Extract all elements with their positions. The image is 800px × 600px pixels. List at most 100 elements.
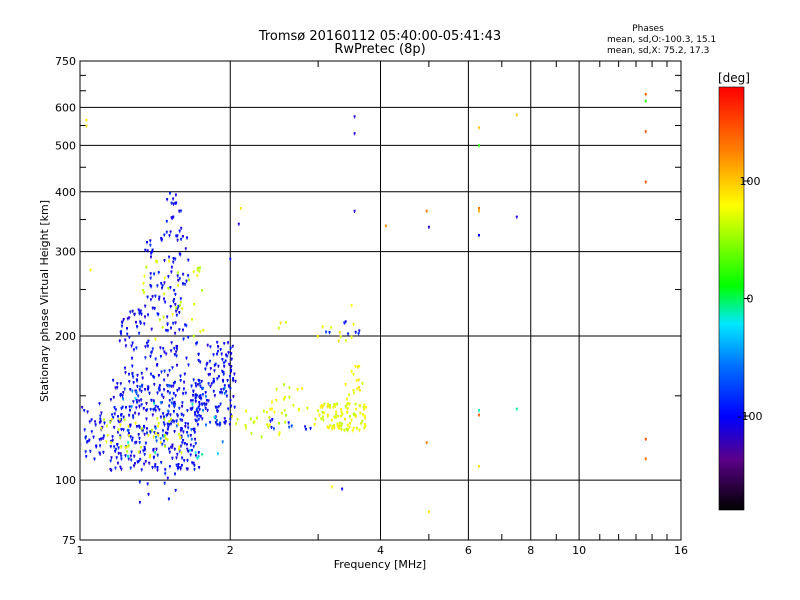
data-point-tail [146,410,148,412]
data-point-tail [310,428,312,431]
data-point-tail [177,273,179,275]
data-point [425,441,428,444]
data-point-tail [198,381,200,383]
data-point-tail [362,415,364,417]
data-point [322,418,325,421]
data-point-tail [174,432,176,434]
data-point [147,433,150,436]
data-point-tail [144,317,146,319]
data-point-tail [187,428,189,430]
data-point [122,391,125,393]
data-point [212,353,215,356]
data-point-tail [186,281,187,283]
data-point [150,398,153,401]
data-point-tail [322,327,324,329]
data-point [363,423,366,425]
data-point-tail [261,437,263,439]
data-point-tail [230,367,232,369]
data-point-tail [152,410,154,412]
data-point [153,431,156,434]
data-point-tail [223,344,225,346]
data-point-tail [164,483,166,485]
data-point [271,418,274,420]
data-point [126,445,129,448]
data-point-tail [178,434,180,436]
x-axis-label: Frequency [MHz] [334,558,426,571]
data-point-tail [136,403,138,405]
phases-x-stats: mean, sd,X: 75.2, 17.3 [607,46,709,56]
data-point-tail [269,425,271,427]
data-point [121,320,124,323]
data-point [167,275,170,278]
data-point-tail [329,426,331,428]
data-point-tail [267,427,269,429]
data-point [132,400,135,403]
data-point [98,402,101,405]
data-point [187,363,190,366]
data-point-tail [147,390,149,392]
data-point-tail [180,239,182,241]
data-point-tail [164,447,166,449]
data-point [229,399,232,402]
data-point-tail [214,396,216,398]
data-point [321,411,324,413]
data-point [146,249,149,252]
data-point [179,379,182,381]
data-point [213,380,215,383]
data-point [176,363,178,366]
data-point [139,385,142,388]
data-point-tail [175,203,177,205]
data-point [336,402,339,405]
data-point-tail [208,401,210,403]
data-point [159,401,162,404]
data-point-tail [271,420,273,422]
data-point-tail [340,337,342,339]
data-point-tail [221,360,223,362]
data-point [137,433,140,435]
data-point [245,409,248,412]
data-point [364,424,367,427]
data-point [233,405,236,408]
phases-o-stats: mean, sd,O:-100.3, 15.1 [607,35,716,45]
data-point-tail [298,410,300,412]
data-point [117,415,119,418]
data-point-tail [195,399,197,401]
data-point [119,423,122,426]
data-point-tail [196,416,198,418]
data-point-tail [336,424,338,426]
data-point [322,411,325,414]
data-point [347,332,350,335]
data-point-tail [161,372,162,374]
data-point-tail [237,420,238,422]
data-point [205,363,208,366]
data-point-tail [112,437,114,439]
data-point [144,441,147,444]
colorbar [719,87,744,510]
data-point [161,434,164,437]
data-point [136,401,138,403]
data-point-tail [199,410,201,412]
data-point-tail [177,240,179,242]
data-point [124,344,127,347]
data-point [157,374,160,376]
data-point [176,274,179,277]
data-point [102,434,105,437]
data-point [220,388,223,391]
data-point [190,437,193,440]
data-point-tail [144,306,146,308]
data-point [120,457,123,460]
data-point [142,449,145,452]
data-point [209,367,212,370]
data-point [144,345,147,348]
data-point [163,297,165,300]
data-point-tail [271,402,273,404]
data-point [136,460,139,463]
data-point-tail [159,390,161,392]
data-point [478,465,480,468]
data-point-tail [358,334,360,336]
data-point [278,431,281,434]
data-point-tail [349,424,351,426]
data-point-tail [208,375,210,377]
data-point-tail [351,372,353,374]
data-point-tail [232,379,234,381]
